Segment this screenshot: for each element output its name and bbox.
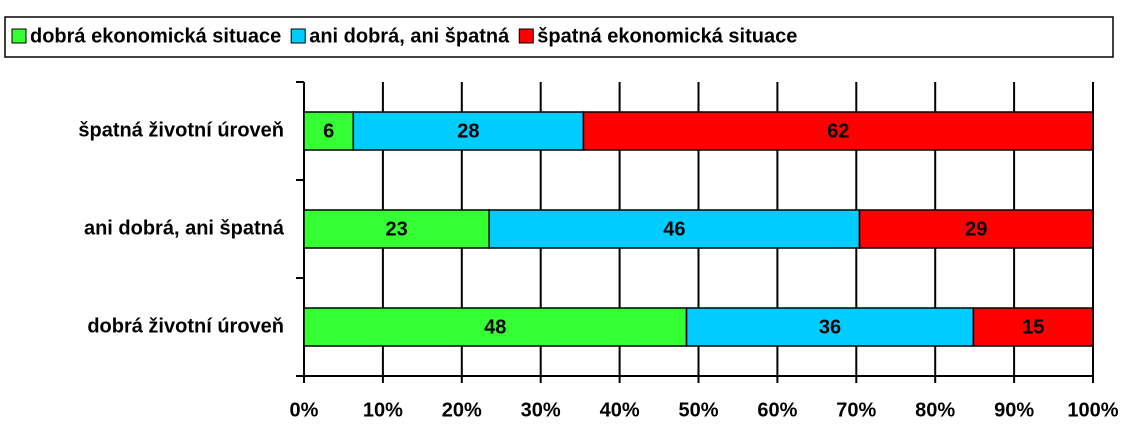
- data-label: 36: [819, 316, 841, 338]
- data-label: 29: [965, 218, 987, 240]
- legend-swatch: [290, 28, 306, 44]
- legend-swatch: [11, 28, 27, 44]
- bar: [352, 111, 585, 151]
- bar: [303, 111, 355, 151]
- data-label: 62: [827, 120, 849, 142]
- bar: [488, 209, 861, 249]
- x-tick-label: 100%: [1067, 399, 1118, 421]
- bar: [303, 307, 688, 347]
- x-tick-label: 30%: [521, 399, 561, 421]
- x-tick-label: 50%: [678, 399, 718, 421]
- data-label: 46: [663, 218, 685, 240]
- legend-label: ani dobrá, ani špatná: [309, 25, 510, 47]
- x-tick-label: 90%: [994, 399, 1034, 421]
- x-tick-label: 40%: [600, 399, 640, 421]
- data-label: 28: [457, 120, 479, 142]
- x-tick-label: 70%: [836, 399, 876, 421]
- data-label: 15: [1022, 316, 1044, 338]
- x-tick-label: 20%: [442, 399, 482, 421]
- bar: [858, 209, 1094, 249]
- legend-label: špatná ekonomická situace: [537, 25, 797, 47]
- legend-swatch: [518, 28, 534, 44]
- x-tick-label: 0%: [290, 399, 319, 421]
- data-label: 23: [385, 218, 407, 240]
- legend-label: dobrá ekonomická situace: [30, 25, 281, 47]
- y-tick-label: špatná životní úroveň: [78, 119, 284, 141]
- legend-box: [4, 16, 1114, 58]
- bar: [303, 209, 490, 249]
- data-label: 48: [484, 316, 506, 338]
- bar: [972, 307, 1094, 347]
- y-tick-label: dobrá životní úroveň: [87, 315, 284, 337]
- data-label: 6: [323, 120, 334, 142]
- x-tick-label: 80%: [915, 399, 955, 421]
- x-tick-label: 60%: [757, 399, 797, 421]
- y-tick-label: ani dobrá, ani špatná: [84, 217, 285, 239]
- x-tick-label: 10%: [363, 399, 403, 421]
- bar: [582, 111, 1094, 151]
- bar: [685, 307, 975, 347]
